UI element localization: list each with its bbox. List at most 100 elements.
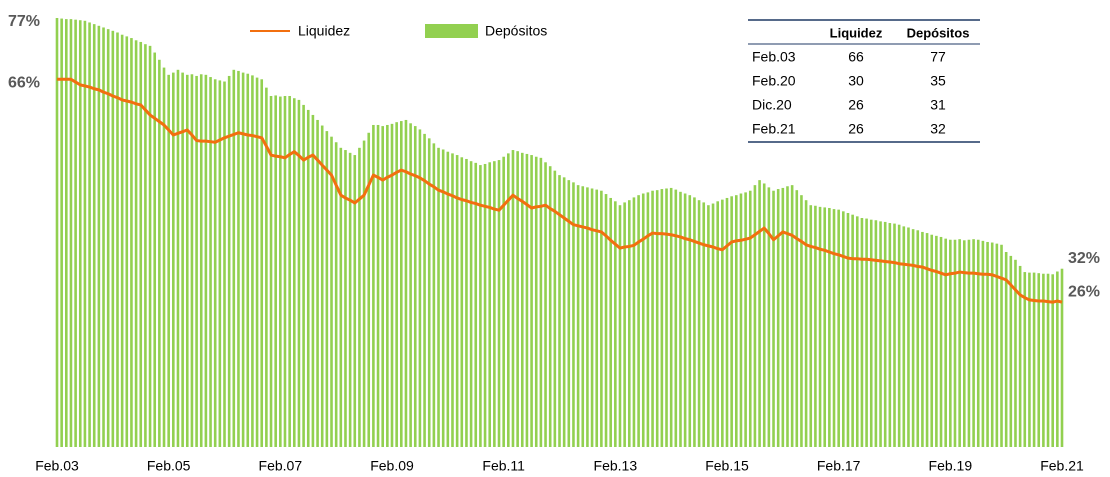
bar <box>158 59 161 448</box>
table-header: Depósitos <box>907 25 970 40</box>
bar <box>558 175 561 447</box>
bar <box>725 197 729 447</box>
bar <box>641 193 645 447</box>
bar <box>562 177 566 448</box>
bar <box>78 20 82 447</box>
bar <box>279 96 282 448</box>
x-tick-label: Feb.07 <box>259 458 303 474</box>
bar <box>381 126 384 447</box>
bar <box>776 189 780 448</box>
bar <box>707 205 710 447</box>
bar <box>1032 272 1036 447</box>
bar <box>339 147 343 448</box>
bar <box>809 205 813 447</box>
bar <box>237 70 240 447</box>
bar <box>716 201 719 447</box>
bar <box>367 132 371 447</box>
bar <box>125 36 129 448</box>
bar <box>683 193 687 447</box>
bar <box>744 192 747 447</box>
table-cell: Feb.03 <box>752 49 796 65</box>
bar <box>130 38 133 448</box>
bar <box>223 81 226 447</box>
legend-swatch <box>425 24 478 38</box>
bar <box>739 193 743 447</box>
bar <box>525 153 529 447</box>
bar <box>260 79 264 448</box>
bar <box>1000 244 1003 447</box>
bar <box>865 218 868 447</box>
bar <box>493 161 496 447</box>
bar <box>972 239 975 447</box>
bar <box>390 123 394 447</box>
bar <box>693 197 696 447</box>
bar <box>469 161 473 447</box>
bar <box>1042 273 1045 447</box>
bar <box>600 190 603 447</box>
bar <box>944 238 947 447</box>
bar <box>553 170 557 447</box>
bar <box>209 77 212 448</box>
table-cell: 31 <box>930 97 946 113</box>
bar <box>1037 273 1041 447</box>
bar <box>790 185 794 447</box>
bar <box>446 151 450 447</box>
bar <box>646 192 650 447</box>
table-cell: 66 <box>848 49 864 65</box>
bar <box>502 156 505 447</box>
bar <box>1014 259 1017 447</box>
bar <box>781 187 785 447</box>
bar <box>409 123 412 448</box>
bar <box>413 126 417 447</box>
bar <box>330 136 333 447</box>
bar <box>88 22 91 447</box>
bar <box>400 121 403 448</box>
bar <box>627 200 631 447</box>
bar <box>395 122 398 447</box>
bar <box>292 98 296 447</box>
bar <box>818 206 822 447</box>
bar <box>567 180 571 447</box>
bar <box>358 147 361 448</box>
bar <box>386 124 389 447</box>
bar <box>930 234 934 447</box>
bar <box>860 218 864 447</box>
bar <box>758 180 761 447</box>
bar <box>939 236 943 447</box>
bar <box>721 199 724 447</box>
x-tick-label: Feb.11 <box>482 458 525 474</box>
bar <box>311 114 315 447</box>
bar <box>660 189 664 448</box>
bar <box>976 239 980 447</box>
bar <box>1028 272 1031 447</box>
bar <box>134 40 138 448</box>
bar <box>497 160 501 448</box>
x-tick-label: Feb.17 <box>817 458 861 474</box>
bar <box>376 124 380 447</box>
bar <box>372 124 375 447</box>
bar <box>995 243 999 447</box>
bar <box>1009 255 1013 447</box>
bar <box>814 205 817 447</box>
bar <box>828 207 831 447</box>
bar <box>204 74 208 447</box>
bar <box>274 95 277 447</box>
bar <box>651 190 654 447</box>
annotation: 32% <box>1068 250 1100 267</box>
bar <box>516 151 519 447</box>
bar <box>451 153 454 447</box>
bar <box>1023 272 1027 447</box>
bar <box>762 183 766 447</box>
bar <box>251 75 254 447</box>
bar <box>674 189 678 447</box>
line <box>57 77 1063 304</box>
bar <box>548 166 552 447</box>
bar <box>902 226 906 447</box>
bar <box>441 149 445 447</box>
table-cell: 77 <box>930 49 946 65</box>
bar <box>851 214 854 447</box>
bar <box>925 233 929 447</box>
bar <box>153 52 157 448</box>
bar <box>507 153 510 447</box>
bar <box>897 224 901 447</box>
